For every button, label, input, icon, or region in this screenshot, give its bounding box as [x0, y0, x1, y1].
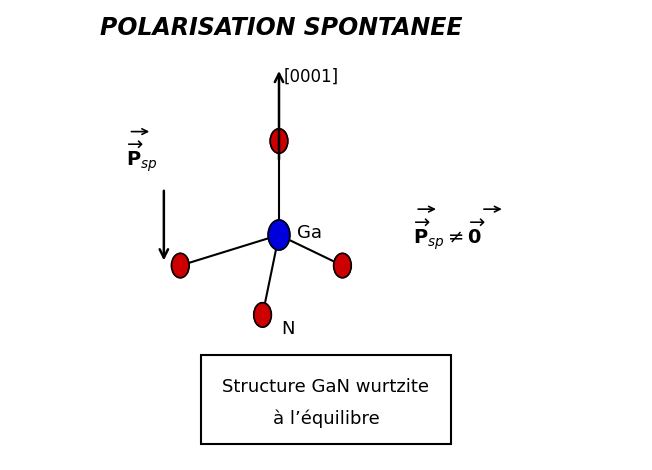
Text: N: N — [282, 320, 295, 338]
Ellipse shape — [268, 220, 290, 250]
Bar — [201, 355, 451, 444]
Text: Structure GaN wurtzite: Structure GaN wurtzite — [222, 378, 430, 396]
Text: [0001]: [0001] — [284, 68, 339, 86]
Text: $\overrightarrow{\mathbf{P}}_{sp}$: $\overrightarrow{\mathbf{P}}_{sp}$ — [126, 140, 158, 175]
Text: POLARISATION SPONTANEE: POLARISATION SPONTANEE — [100, 16, 463, 40]
Ellipse shape — [270, 129, 288, 153]
Ellipse shape — [254, 303, 271, 327]
Ellipse shape — [171, 253, 189, 278]
Ellipse shape — [334, 253, 351, 278]
Text: $\overrightarrow{\mathbf{P}}_{sp} \neq \overrightarrow{\mathbf{0}}$: $\overrightarrow{\mathbf{P}}_{sp} \neq \… — [413, 218, 485, 252]
Text: à l’équilibre: à l’équilibre — [273, 410, 379, 428]
Text: Ga: Ga — [297, 224, 322, 242]
